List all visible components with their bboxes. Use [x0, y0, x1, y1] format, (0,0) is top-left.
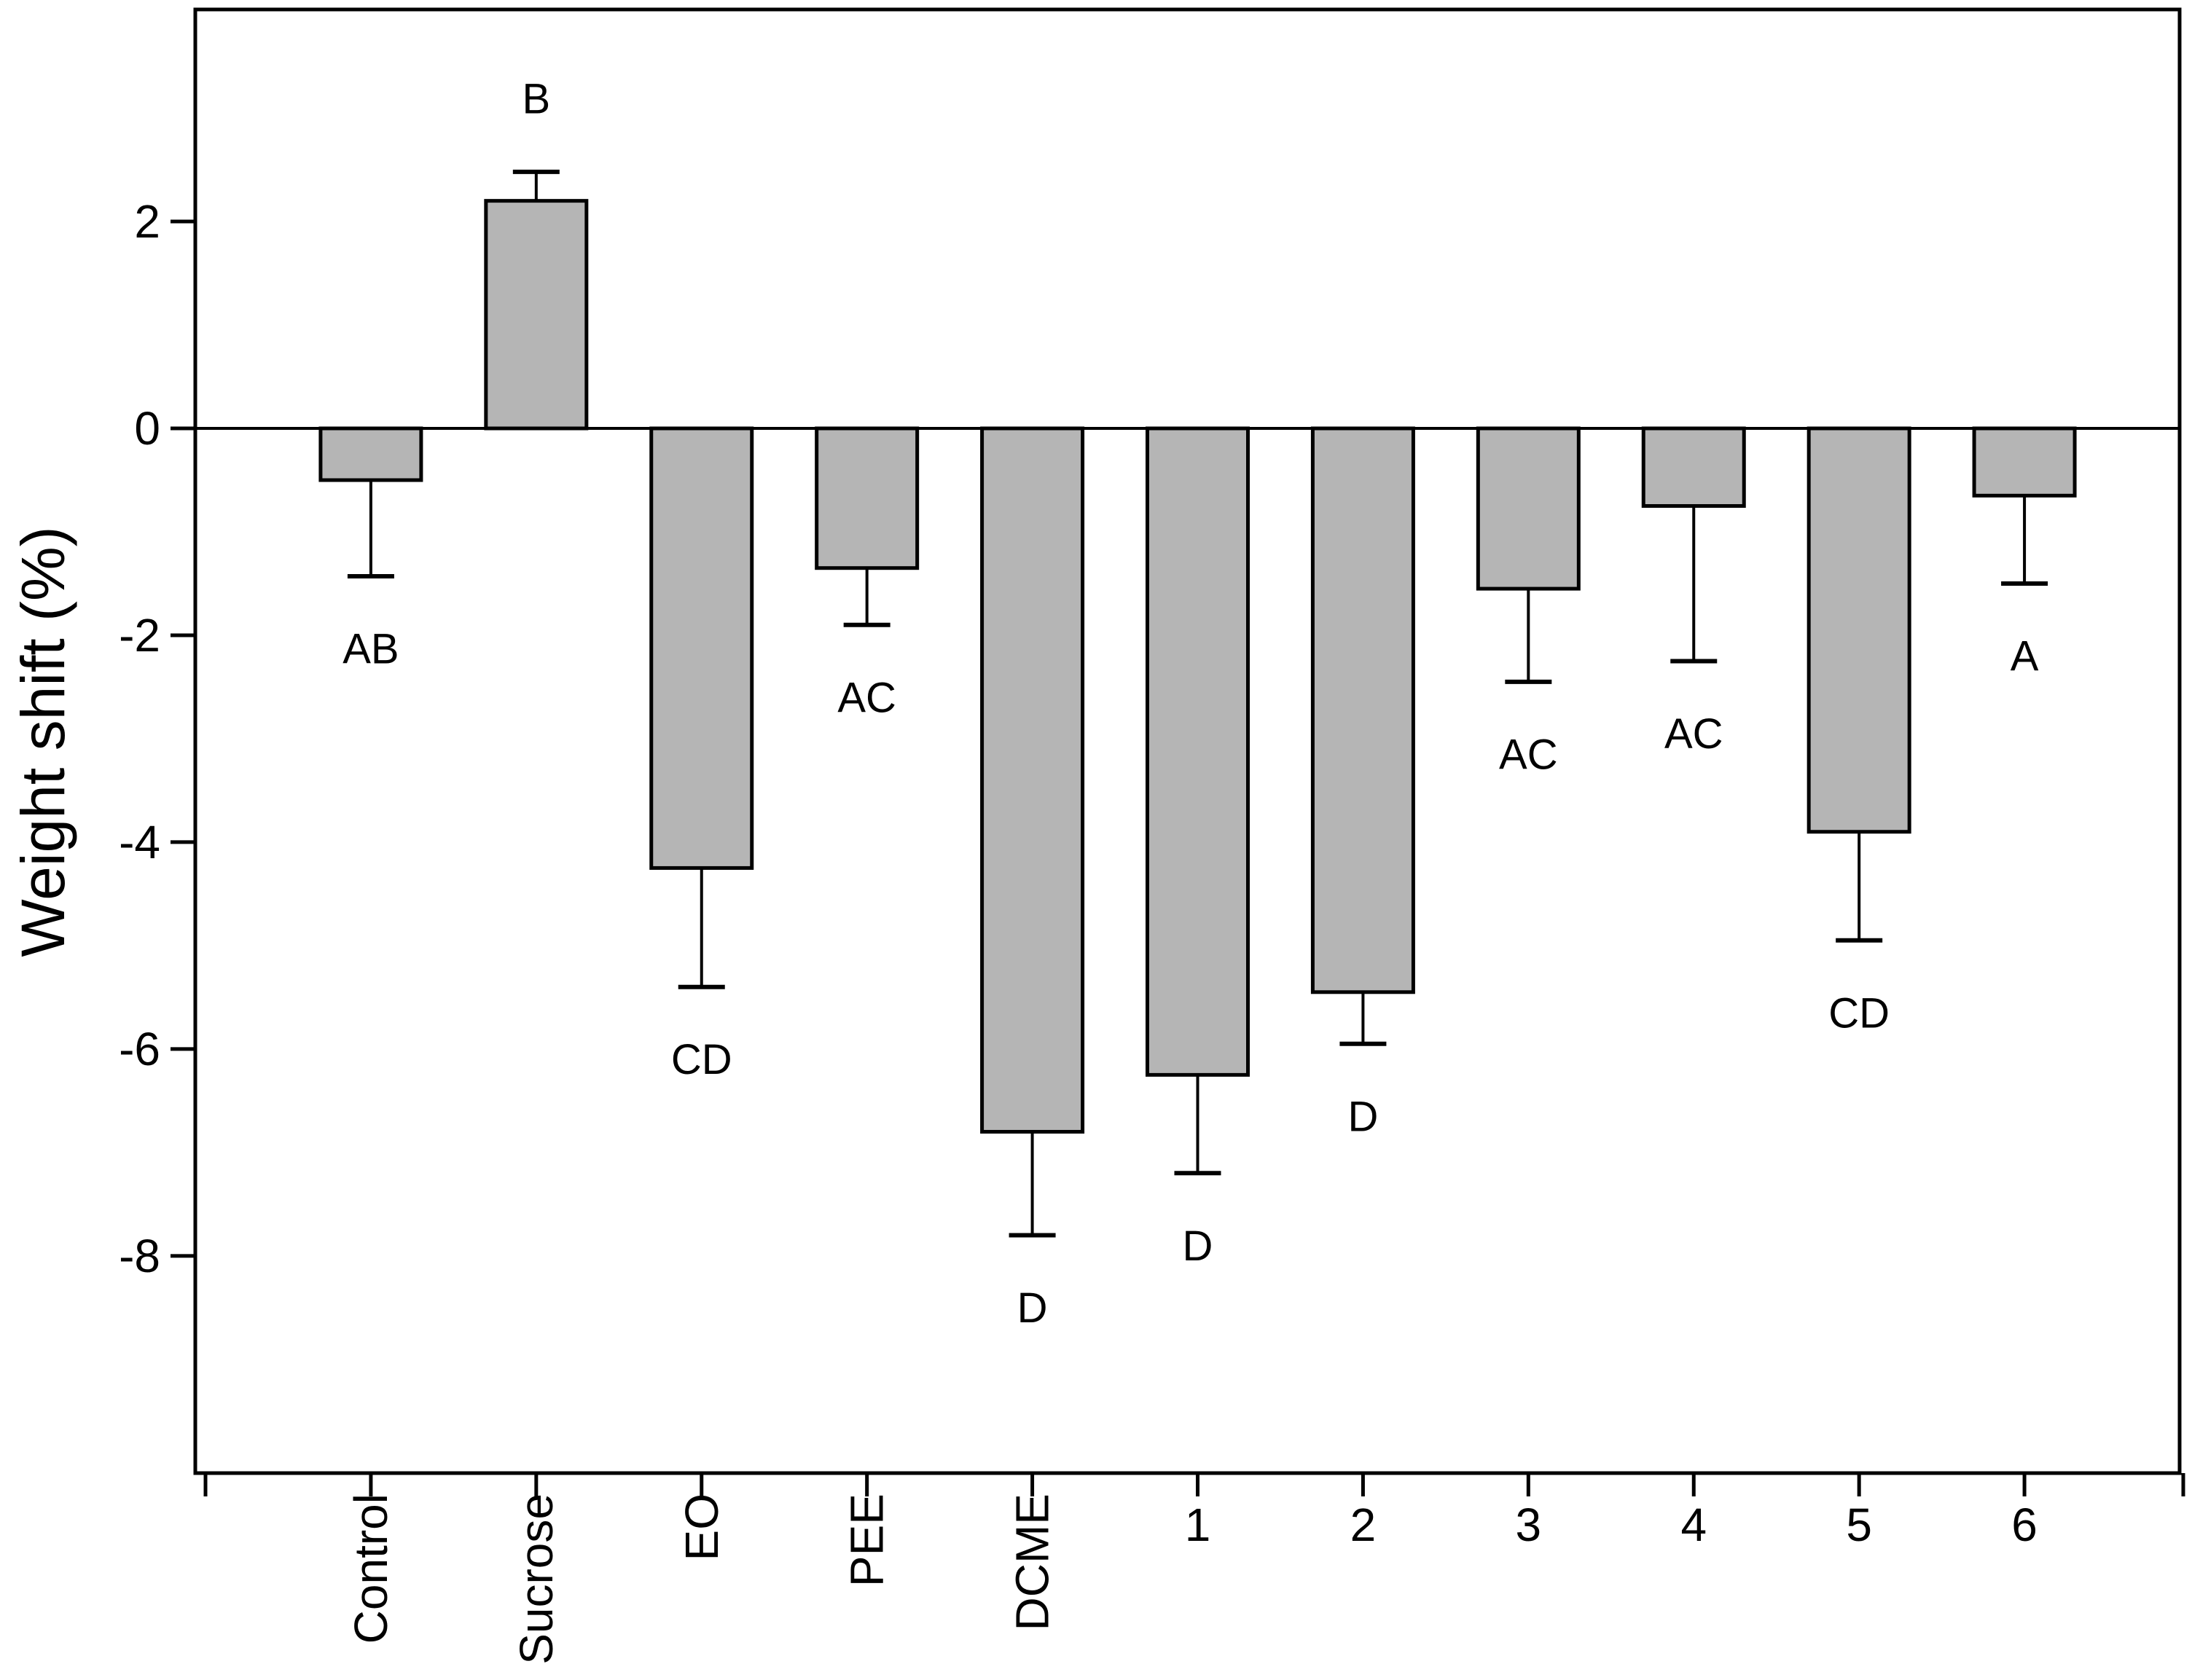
- sig-letter: D: [1183, 1222, 1213, 1270]
- sig-letter: B: [522, 75, 550, 122]
- bar-3: [1476, 426, 1581, 591]
- sig-letter: AC: [837, 674, 896, 721]
- x-category-label: Sucrose: [510, 1493, 563, 1665]
- y-tick-label: -8: [119, 1230, 160, 1282]
- x-category-label: 4: [1680, 1499, 1707, 1551]
- sig-letter: AB: [342, 626, 399, 673]
- bar-EO: [649, 426, 754, 870]
- bar-2: [1310, 426, 1415, 994]
- x-category-label: 3: [1516, 1499, 1542, 1551]
- y-tick-label: -4: [119, 816, 160, 868]
- x-category-label: EO: [676, 1493, 728, 1561]
- bar-DCME: [980, 426, 1085, 1134]
- sig-letter: D: [1017, 1284, 1048, 1332]
- x-category-label: 2: [1350, 1499, 1377, 1551]
- bar-1: [1146, 426, 1250, 1077]
- bar-Control: [318, 426, 423, 482]
- bar-6: [1972, 426, 2077, 498]
- y-axis-title: Weight shift (%): [9, 526, 77, 957]
- bar-5: [1807, 426, 1911, 834]
- y-tick-label: 0: [134, 402, 160, 455]
- sig-letter: D: [1347, 1093, 1378, 1140]
- x-category-label: Control: [345, 1493, 397, 1644]
- sig-letter: AC: [1499, 731, 1558, 778]
- plot-area: AB B CD AC D D D AC AC CD A 2 0 -2 -4 -6 -8 Control Sucros…: [119, 7, 2185, 1665]
- bar-4: [1641, 426, 1746, 508]
- y-tick-label: -2: [119, 609, 160, 662]
- x-category-label: 6: [2011, 1499, 2038, 1551]
- plot-frame: [193, 7, 2182, 1475]
- y-tick-label: -6: [119, 1023, 160, 1075]
- sig-letter: A: [2011, 632, 2039, 680]
- sig-letter: AC: [1664, 710, 1723, 758]
- y-tick-label: 2: [134, 195, 160, 248]
- x-category-label: 1: [1185, 1499, 1211, 1551]
- sig-letter: CD: [671, 1036, 732, 1083]
- sig-letter: CD: [1828, 989, 1890, 1037]
- bar-PEE: [815, 426, 920, 570]
- x-category-label: 5: [1846, 1499, 1872, 1551]
- x-category-label: DCME: [1006, 1493, 1059, 1630]
- bar-Sucrose: [484, 199, 589, 431]
- x-category-label: PEE: [841, 1493, 893, 1587]
